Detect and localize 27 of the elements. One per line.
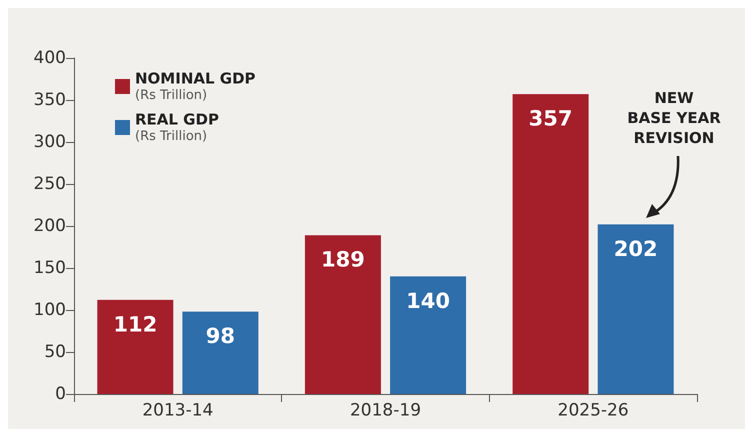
data-label: 98 — [206, 324, 236, 348]
data-label: 357 — [528, 106, 573, 131]
data-label: 202 — [614, 236, 658, 261]
x-tick-label: 2018-19 — [350, 400, 422, 420]
bar — [598, 224, 674, 394]
y-tick-label: 300 — [34, 132, 66, 152]
y-tick-label: 150 — [34, 258, 66, 278]
data-label: 189 — [321, 248, 365, 272]
data-label: 140 — [406, 288, 450, 313]
annotation: NEW BASE YEAR REVISION — [627, 89, 722, 147]
bar — [182, 312, 258, 394]
bar — [512, 94, 589, 394]
y-tick-label: 0 — [55, 384, 66, 404]
data-label: 112 — [113, 312, 158, 336]
x-tick-label: 2013-14 — [142, 400, 214, 420]
bar — [304, 235, 381, 394]
bar — [390, 276, 466, 394]
y-tick-label: 50 — [44, 342, 66, 362]
y-tick-label: 200 — [34, 216, 66, 236]
y-tick-label: 350 — [34, 90, 66, 110]
legend-label: NOMINAL GDP (Rs Trillion) — [135, 70, 256, 103]
bar — [97, 300, 174, 394]
y-tick-label: 250 — [34, 174, 66, 194]
legend-label: REAL GDP (Rs Trillion) — [135, 110, 219, 144]
x-tick-label: 2025-26 — [558, 400, 629, 420]
y-tick-label: 100 — [34, 300, 66, 320]
y-tick-label: 400 — [34, 48, 66, 68]
